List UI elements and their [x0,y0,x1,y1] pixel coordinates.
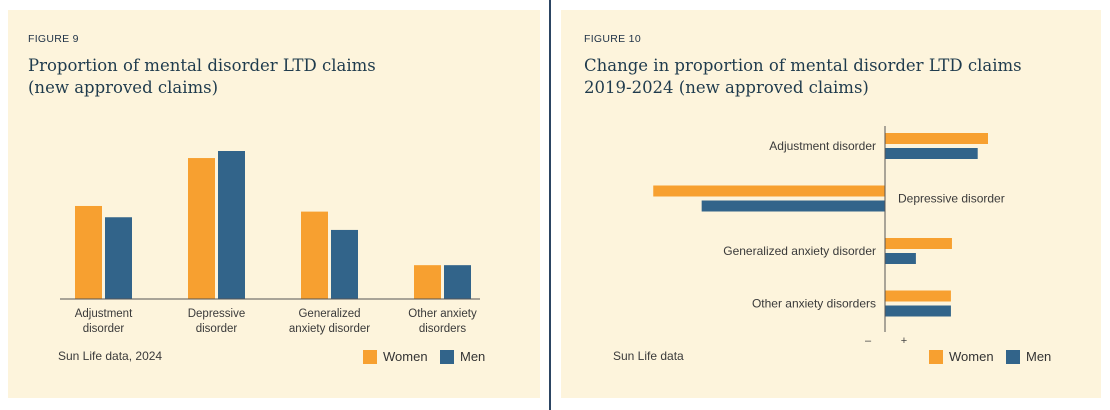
x-tick-label-line: Generalized [298,308,360,320]
bar-men-adjustment-disorder [105,217,132,299]
figure-9-bar-chart: Adjustment disorder Depressive disorder Gene… [60,151,480,335]
bar-women-depressive-disorder [188,158,215,299]
x-tick-label-line: disorder [83,323,125,335]
legend-label-men: Men [1026,349,1052,364]
y-category-label-generalized-anxiety-disorder: Generalized anxiety disorder [723,244,876,258]
bar-men-generalized-anxiety-disorder [885,253,916,264]
figure-9-panel: FIGURE 9 Proportion of mental disorder L… [8,10,540,398]
bar-women-generalized-anxiety-disorder [301,211,328,299]
bar-men-generalized-anxiety-disorder [331,229,358,299]
bar-women-adjustment-disorder [75,205,102,299]
y-category-label-adjustment-disorder: Adjustment disorder [769,139,876,153]
bar-men-other-anxiety-disorders [444,265,471,299]
x-tick-label-line: Adjustment [75,308,133,320]
figure-10-title: Change in proportion of mental disorder … [584,55,1084,99]
bar-men-depressive-disorder [701,200,885,212]
axis-tick-positive: + [901,335,907,347]
bar-women-depressive-disorder [653,185,885,197]
x-tick-label-generalized-anxiety-disorder: Generalized anxiety disorder [289,308,370,335]
y-category-label-depressive-disorder: Depressive disorder [898,192,1005,206]
figure-10-source: Sun Life data [613,349,684,363]
x-tick-label-line: disorder [196,323,238,335]
legend-label-men: Men [460,349,486,364]
bar-women-other-anxiety-disorders [414,265,441,299]
figure-10-bar-chart: Adjustment disorder Depressive disorder Ge… [653,126,1005,347]
bar-men-depressive-disorder [218,151,245,299]
legend-swatch-men [440,350,454,364]
figure-9-title-line-1: Proportion of mental disorder LTD claims [28,56,376,75]
x-tick-label-adjustment-disorder: Adjustment disorder [75,308,133,335]
bar-women-generalized-anxiety-disorder [885,238,952,249]
figure-10-panel: FIGURE 10 Change in proportion of mental… [561,10,1101,398]
bar-men-other-anxiety-disorders [885,305,951,317]
legend-label-women: Women [383,349,428,364]
legend-swatch-women [363,350,377,364]
x-tick-label-line: disorders [419,323,467,335]
y-category-label-other-anxiety-disorders: Other anxiety disorders [752,297,876,311]
figure-10-title-line-2: 2019-2024 (new approved claims) [584,78,869,97]
bar-men-adjustment-disorder [885,148,978,159]
figure-10-label: FIGURE 10 [584,33,641,45]
bar-women-adjustment-disorder [885,133,988,144]
x-tick-label-line: anxiety disorder [289,323,370,335]
figure-9-label: FIGURE 9 [28,33,79,45]
x-tick-label-depressive-disorder: Depressive disorder [188,308,246,335]
x-tick-label-other-anxiety-disorders: Other anxiety disorders [408,308,477,335]
axis-tick-negative: – [865,335,872,347]
x-tick-label-line: Other anxiety [408,308,477,320]
figure-9-title-line-2: (new approved claims) [28,78,219,97]
x-tick-label-line: Depressive [188,308,246,320]
figure-9-source: Sun Life data, 2024 [58,349,163,363]
figure-9-title: Proportion of mental disorder LTD claims… [28,55,528,99]
figure-10-title-line-1: Change in proportion of mental disorder … [584,56,1022,75]
legend-label-women: Women [949,349,994,364]
bar-women-other-anxiety-disorders [885,290,951,302]
legend-swatch-women [929,350,943,364]
panel-divider [549,0,551,410]
legend-swatch-men [1006,350,1020,364]
